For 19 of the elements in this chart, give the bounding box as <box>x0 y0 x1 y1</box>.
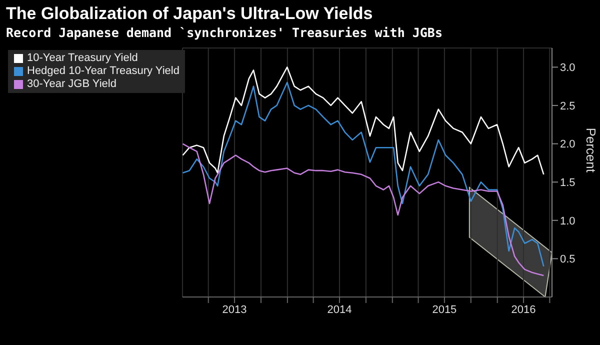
x-tick-label: 2014 <box>327 304 352 316</box>
y-tick-label: 2.5 <box>560 100 576 112</box>
x-tick-label: 2013 <box>222 304 247 316</box>
legend-label: 30-Year JGB Yield <box>27 78 116 91</box>
x-tick-label: 2016 <box>511 304 536 316</box>
chart-subtitle: Record Japanese demand `synchronizes' Treasuries with JGBs <box>6 25 442 40</box>
y-tick-label: 2.0 <box>560 138 576 151</box>
y-tick-label: 1.0 <box>560 215 576 228</box>
x-tick-label: 2015 <box>432 304 457 316</box>
y-tick-label: 0.5 <box>560 254 576 266</box>
chart-title: The Globalization of Japan's Ultra-Low Yields <box>6 4 373 24</box>
line-series <box>182 66 544 176</box>
legend-label: Hedged 10-Year Treasury Yield <box>27 65 180 78</box>
line-series <box>182 143 544 276</box>
y-axis-title: Percent <box>583 128 598 173</box>
legend-label: 10-Year Treasury Yield <box>27 52 138 65</box>
y-tick-label: 1.5 <box>560 176 576 189</box>
line-series <box>182 82 544 268</box>
y-tick-label: 3.0 <box>560 62 576 74</box>
